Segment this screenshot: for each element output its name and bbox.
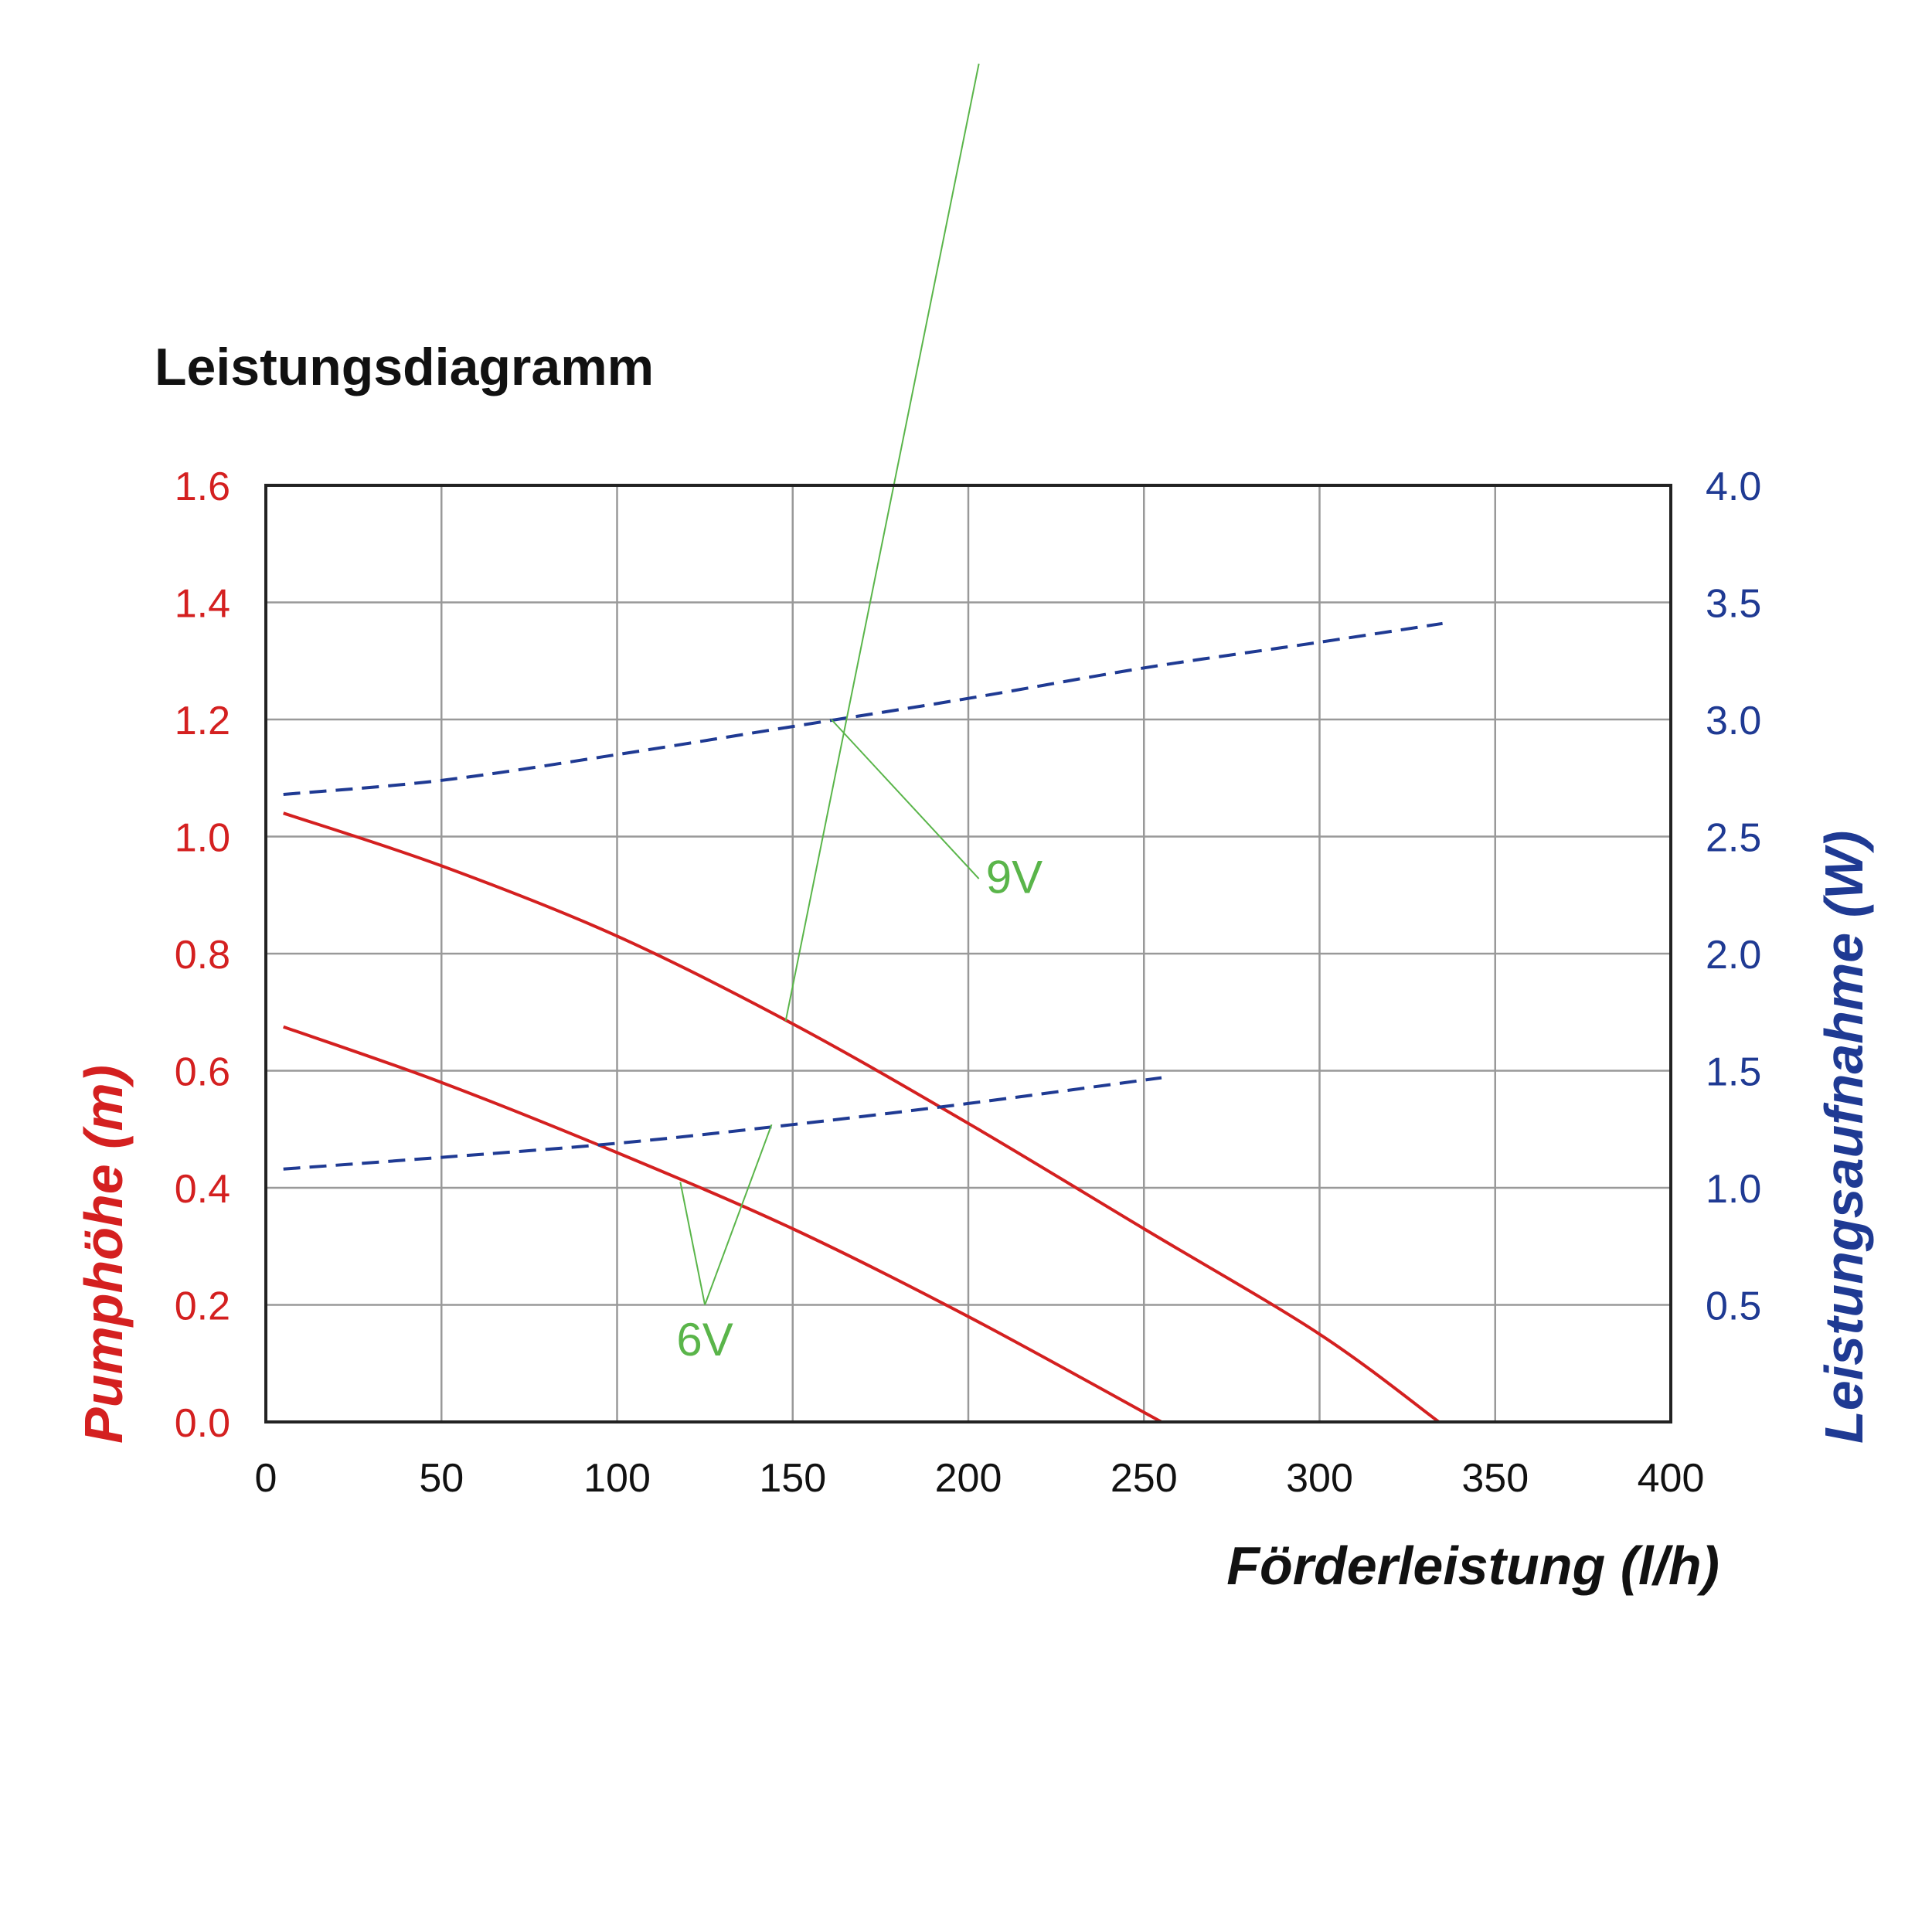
power-curve-3 bbox=[283, 1076, 1162, 1171]
x-tick-label: 250 bbox=[1111, 1456, 1178, 1501]
annotation-leader-line bbox=[831, 719, 980, 879]
y-left-tick-label: 1.6 bbox=[175, 464, 230, 509]
y-left-tick-label: 0.4 bbox=[175, 1167, 230, 1212]
x-tick-label: 0 bbox=[255, 1456, 277, 1501]
y-left-tick-label: 0.8 bbox=[175, 933, 230, 978]
annotation-leader-line bbox=[784, 63, 980, 1022]
y-left-tick-label: 0.6 bbox=[175, 1050, 230, 1095]
x-tick-label: 300 bbox=[1286, 1456, 1353, 1501]
head-curve-0 bbox=[283, 811, 1440, 1423]
x-axis-label: Förderleistung (l/h) bbox=[1226, 1536, 1719, 1596]
y-left-tick-label: 1.2 bbox=[175, 699, 230, 743]
y-left-tick-label: 1.4 bbox=[175, 582, 230, 627]
y-right-tick-label: 2.0 bbox=[1706, 933, 1761, 978]
y-right-tick-label: 0.5 bbox=[1706, 1284, 1761, 1329]
x-tick-label: 50 bbox=[419, 1456, 464, 1501]
y-right-tick-label: 4.0 bbox=[1706, 464, 1761, 509]
y-left-tick-label: 1.0 bbox=[175, 816, 230, 861]
x-tick-label: 150 bbox=[759, 1456, 826, 1501]
power-curve-2 bbox=[283, 621, 1443, 796]
y-axis-left-label: Pumphöhe (m) bbox=[73, 1065, 134, 1444]
plot-frame bbox=[264, 484, 1672, 1423]
y-left-tick-label: 0.2 bbox=[175, 1284, 230, 1329]
tick-labels: 0 50 100 150 200 250 300 350 400 0.0 0.2 0.4 0.6 0.8 1… bbox=[175, 464, 1762, 1501]
chart-title: Leistungsdiagramm bbox=[155, 338, 654, 396]
y-right-tick-label: 2.5 bbox=[1706, 816, 1761, 861]
x-tick-label: 400 bbox=[1638, 1456, 1705, 1501]
annotation-leader-line bbox=[679, 1182, 706, 1305]
grid bbox=[264, 484, 1672, 1423]
x-tick-label: 100 bbox=[583, 1456, 651, 1501]
y-right-tick-label: 3.5 bbox=[1706, 582, 1761, 627]
y-left-tick-label: 0.0 bbox=[175, 1401, 230, 1446]
head-curve-1 bbox=[283, 1025, 1162, 1423]
annotation-layer: 9V 6V bbox=[676, 63, 1043, 1366]
y-right-tick-label: 1.5 bbox=[1706, 1050, 1761, 1095]
y-right-tick-label: 3.0 bbox=[1706, 699, 1761, 743]
y-right-tick-label: 1.0 bbox=[1706, 1167, 1761, 1212]
voltage-label-9v: 9V bbox=[986, 852, 1043, 903]
voltage-label-6v: 6V bbox=[676, 1314, 733, 1366]
x-tick-label: 350 bbox=[1461, 1456, 1529, 1501]
annotation-leader-line bbox=[704, 1124, 773, 1305]
y-axis-right-label: Leistungsaufnahme (W) bbox=[1814, 831, 1874, 1444]
x-tick-label: 200 bbox=[935, 1456, 1002, 1501]
series-layer bbox=[283, 621, 1443, 1423]
